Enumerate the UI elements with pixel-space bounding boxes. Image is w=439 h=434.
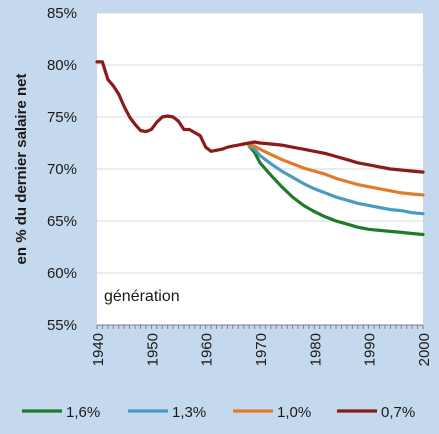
legend: 1,6% 1,3% 1,0% 0,7%	[22, 404, 415, 421]
x-tick-label: 1970	[253, 333, 270, 366]
y-tick-label: 70%	[47, 161, 77, 178]
x-axis	[96, 324, 424, 329]
series-line	[247, 143, 425, 197]
legend-label: 1,0%	[277, 404, 311, 421]
series-line	[247, 144, 425, 216]
x-tick-label: 1960	[199, 333, 216, 366]
series-lines	[95, 60, 425, 237]
y-tick-label: 55%	[47, 317, 77, 334]
x-tick-label: 1950	[144, 333, 161, 366]
legend-label: 1,3%	[172, 404, 206, 421]
x-tick-label: 1980	[307, 333, 324, 366]
y-axis-tick-labels: 55% 60% 65% 70% 75% 80% 85%	[47, 5, 77, 334]
x-tick-label: 1990	[362, 333, 379, 366]
legend-label: 0,7%	[381, 404, 415, 421]
series-line	[247, 144, 425, 237]
series-line	[95, 60, 425, 174]
y-tick-label: 65%	[47, 213, 77, 230]
y-tick-label: 75%	[47, 109, 77, 126]
y-axis-label: en % du dernier salaire net	[13, 74, 30, 265]
chart-annotation: génération	[104, 288, 180, 305]
y-tick-label: 80%	[47, 57, 77, 74]
y-tick-label: 85%	[47, 5, 77, 22]
x-axis-tick-labels: 1940 1950 1960 1970 1980 1990 2000	[90, 333, 433, 366]
legend-label: 1,6%	[66, 404, 100, 421]
x-tick-label: 1940	[90, 333, 107, 366]
y-tick-label: 60%	[47, 265, 77, 282]
x-tick-label: 2000	[416, 333, 433, 366]
